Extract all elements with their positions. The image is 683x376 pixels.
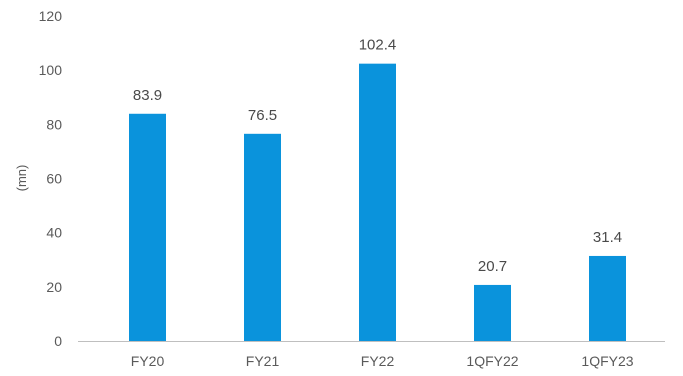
bars [129,63,626,342]
category-labels: FY20 FY21 FY22 1QFY22 1QFY23 [131,353,634,369]
category-label: FY22 [361,353,395,369]
data-labels: 83.9 76.5 102.4 20.7 31.4 [133,37,622,275]
y-axis-ticks: 0 20 40 60 80 100 120 [39,8,63,349]
y-axis-title: (mn) [14,165,29,192]
data-label: 83.9 [133,87,162,104]
y-tick-label: 100 [39,62,63,78]
bar [589,255,626,341]
y-tick-label: 20 [46,279,62,295]
data-label: 20.7 [478,258,507,275]
y-tick-label: 0 [54,333,62,349]
y-tick-label: 80 [46,116,62,132]
bar [129,113,166,341]
data-label: 31.4 [593,229,622,246]
bar [359,63,396,342]
category-label: 1QFY22 [466,353,518,369]
data-label: 102.4 [359,37,397,54]
y-tick-label: 120 [39,8,63,24]
data-label: 76.5 [248,107,277,124]
y-tick-label: 40 [46,225,62,241]
bar [474,284,511,341]
bar [244,133,281,341]
category-label: FY21 [246,353,280,369]
category-label: FY20 [131,353,165,369]
y-tick-label: 60 [46,171,62,187]
category-label: 1QFY23 [581,353,633,369]
